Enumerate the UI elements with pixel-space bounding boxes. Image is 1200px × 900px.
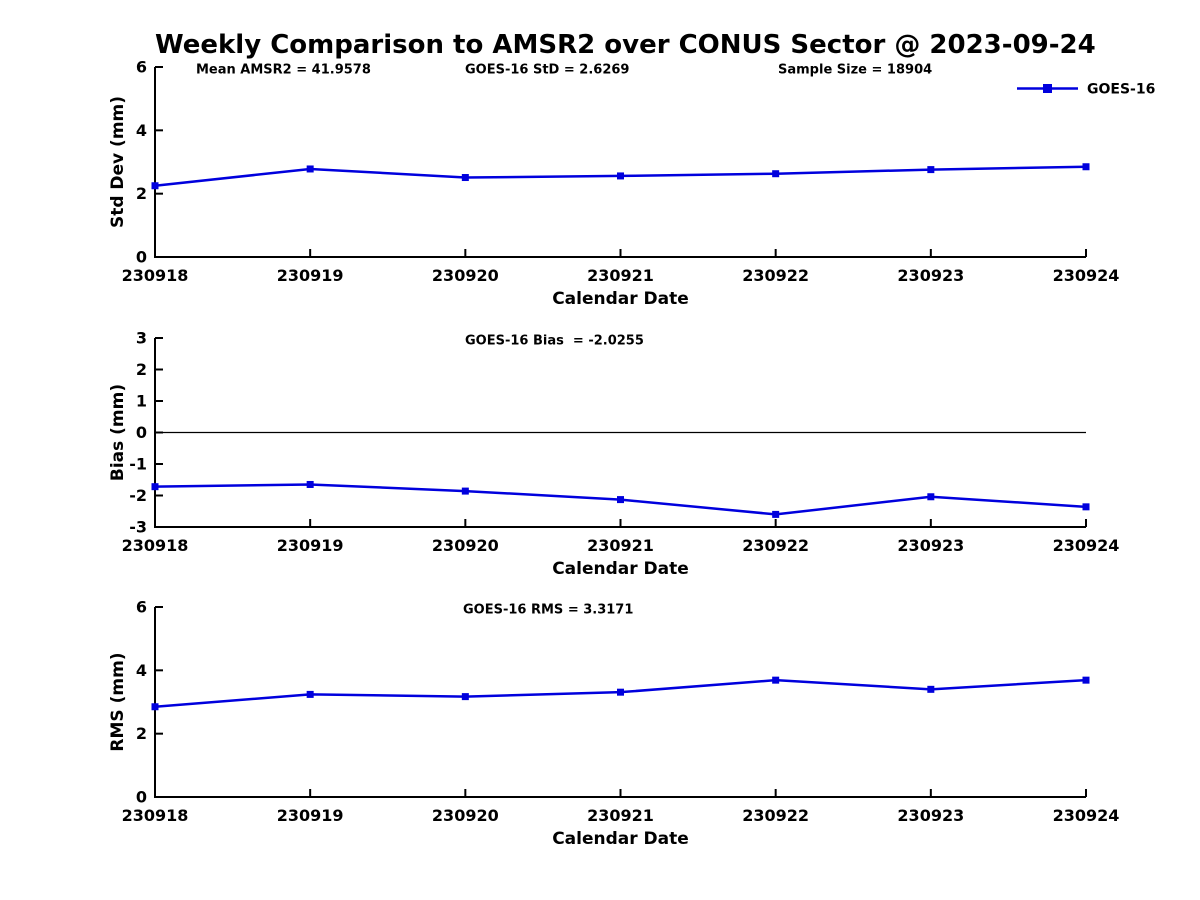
series-marker (927, 166, 935, 174)
series-marker (306, 165, 314, 173)
x-tick-label: 230922 (742, 536, 809, 555)
y-tick-label: 4 (136, 121, 147, 140)
chart-rms: 0 2 4 6 230918 230919 230920 230921 230922 230923… (108, 598, 1119, 850)
series-marker (927, 493, 935, 501)
y-tick-label: -3 (129, 518, 147, 537)
series-marker (151, 703, 159, 711)
y-tick-label: -1 (129, 455, 147, 474)
y-tick-label: 2 (136, 360, 147, 379)
x-tick-label: 230924 (1053, 806, 1120, 825)
x-tick-label: 230919 (277, 806, 344, 825)
series-marker (1082, 163, 1090, 171)
series-marker (772, 510, 780, 518)
x-tick-label: 230923 (897, 536, 964, 555)
y-tick-label: 0 (136, 248, 147, 267)
x-tick-label: 230920 (432, 266, 499, 285)
stat-annotation: Mean AMSR2 = 41.9578 (196, 63, 371, 78)
y-tick-label: 1 (136, 392, 147, 411)
x-axis-label: Calendar Date (552, 289, 689, 309)
series-marker (617, 496, 624, 504)
figure-title: Weekly Comparison to AMSR2 over CONUS Se… (155, 30, 1096, 60)
y-tick-label: 3 (136, 329, 147, 348)
x-axis-label: Calendar Date (552, 559, 689, 579)
x-tick-label: 230921 (587, 536, 654, 555)
y-tick-label: -2 (129, 486, 147, 505)
series-marker (772, 170, 780, 178)
series-marker (461, 174, 469, 182)
y-tick-label: 2 (136, 724, 147, 743)
x-axis-label: Calendar Date (552, 829, 689, 849)
series-marker (461, 693, 469, 701)
y-axis-label: Std Dev (mm) (108, 96, 128, 228)
y-tick-label: 2 (136, 184, 147, 203)
y-tick-label: 6 (136, 58, 147, 77)
legend-marker-sample (1043, 84, 1052, 93)
series-marker (151, 182, 159, 190)
x-tick-label: 230923 (897, 806, 964, 825)
stat-annotation: GOES-16 RMS = 3.3171 (463, 603, 633, 618)
series-marker (306, 690, 314, 698)
y-tick-label: 6 (136, 598, 147, 617)
x-tick-label: 230918 (122, 536, 189, 555)
series-marker (617, 172, 624, 180)
y-tick-label: 4 (136, 661, 147, 680)
x-tick-label: 230922 (742, 806, 809, 825)
series-marker (1082, 503, 1090, 511)
series-marker (772, 676, 780, 684)
y-tick-label: 0 (136, 788, 147, 807)
x-tick-label: 230920 (432, 536, 499, 555)
y-axis-label: Bias (mm) (108, 384, 128, 481)
x-tick-label: 230922 (742, 266, 809, 285)
series-marker (306, 480, 314, 488)
stat-annotation: GOES-16 Bias = -2.0255 (465, 334, 644, 349)
legend-label: GOES-16 (1087, 82, 1155, 98)
x-tick-label: 230924 (1053, 536, 1120, 555)
x-tick-label: 230918 (122, 266, 189, 285)
x-tick-label: 230920 (432, 806, 499, 825)
x-tick-label: 230924 (1053, 266, 1120, 285)
x-tick-label: 230918 (122, 806, 189, 825)
chart-std-dev: 0 2 4 6 230918 230919 230920 230921 230922 230923… (108, 58, 1155, 310)
x-tick-label: 230921 (587, 806, 654, 825)
series-marker (1082, 676, 1090, 684)
series-marker (461, 487, 469, 495)
axis-spines (154, 607, 1086, 798)
axis-spines (154, 67, 1086, 258)
x-tick-label: 230919 (277, 536, 344, 555)
y-axis-label: RMS (mm) (108, 652, 128, 751)
x-tick-label: 230919 (277, 266, 344, 285)
stat-annotation: GOES-16 StD = 2.6269 (465, 63, 629, 78)
x-tick-label: 230923 (897, 266, 964, 285)
y-tick-label: 0 (136, 423, 147, 442)
x-tick-label: 230921 (587, 266, 654, 285)
series-marker (927, 685, 935, 693)
legend: GOES-16 (1017, 82, 1155, 98)
series-marker (617, 688, 624, 696)
stat-annotation: Sample Size = 18904 (778, 63, 932, 78)
series-marker (151, 483, 159, 491)
